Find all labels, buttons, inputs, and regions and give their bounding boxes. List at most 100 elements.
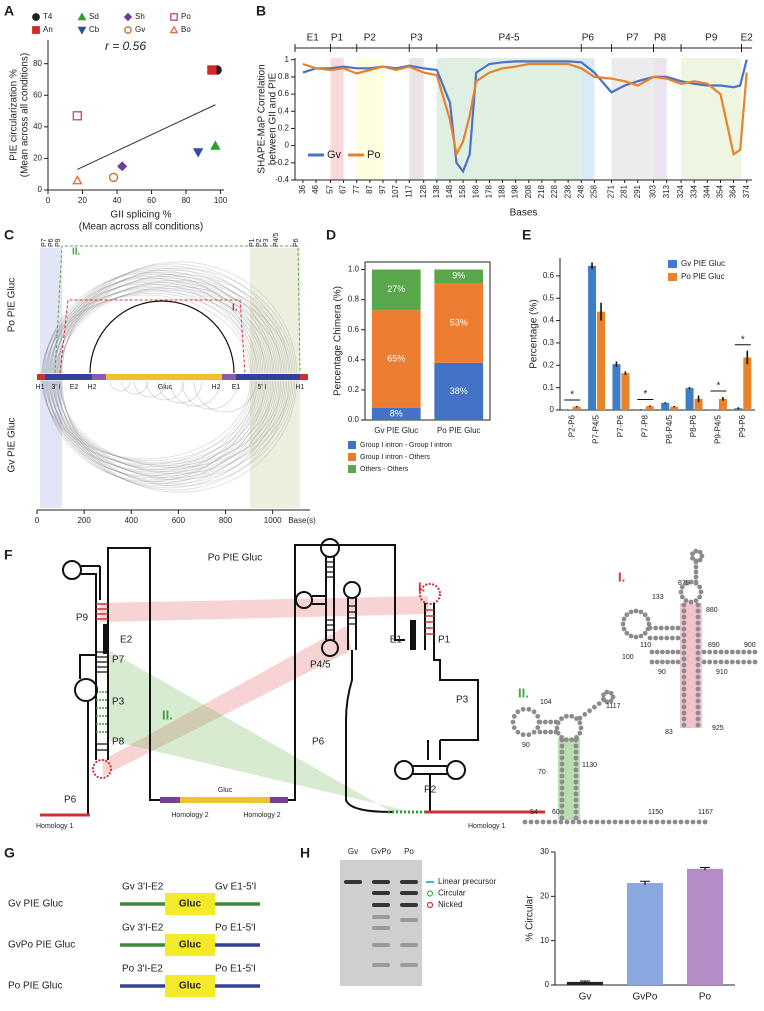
construct-title: Po PIE Gluc <box>208 553 262 564</box>
x-tick-label: Gv <box>579 992 592 1003</box>
position-label: 110 <box>640 642 651 649</box>
construct-segment <box>92 374 106 380</box>
position-label: 70 <box>538 769 546 776</box>
y-tick-label: -0.2 <box>275 158 289 167</box>
legend-marker <box>426 890 434 897</box>
y-axis-label: Percentage Chimera (%) <box>333 286 344 396</box>
arc <box>42 289 252 374</box>
arc <box>56 281 284 374</box>
arc <box>53 277 278 374</box>
bar <box>670 406 679 410</box>
stem <box>413 765 447 812</box>
segment-label: H2 <box>88 384 97 391</box>
legend-label: Nicked <box>438 900 462 909</box>
x-tick-label: 228 <box>550 184 559 198</box>
nucleotide <box>718 649 724 655</box>
arc <box>44 380 257 482</box>
nucleotide <box>618 819 624 825</box>
arc <box>59 380 291 468</box>
lane-label: GvPo <box>371 847 392 856</box>
nucleotide <box>681 692 687 698</box>
gel-band <box>372 891 390 895</box>
nucleotide <box>712 649 718 655</box>
arc <box>193 380 257 413</box>
x-tick-label: 800 <box>219 516 233 525</box>
gel-band <box>372 963 390 967</box>
nucleotide <box>554 725 560 731</box>
arc <box>47 380 264 479</box>
nucleotide <box>665 659 670 665</box>
x-tick-label: 600 <box>172 516 186 525</box>
panel-letter: A <box>4 3 14 19</box>
nucleotide <box>612 819 618 825</box>
nucleotide <box>675 635 681 641</box>
x-tick-label: 0 <box>35 516 40 525</box>
nucleotide <box>559 803 565 809</box>
nucleotide <box>653 625 658 631</box>
y-axis-label: SHAPE-MaP Correlation <box>257 64 268 173</box>
interaction-band <box>108 650 412 812</box>
nucleotide <box>573 797 579 803</box>
gel-band <box>400 963 418 967</box>
element-label: Gluc <box>218 787 233 794</box>
nucleotide <box>693 558 699 564</box>
strand <box>79 654 96 679</box>
x-tick-label: 208 <box>524 184 533 198</box>
x-tick-label: 324 <box>676 184 685 198</box>
bar-segment <box>371 269 421 311</box>
nucleotide <box>588 819 594 825</box>
nucleotide <box>563 737 569 743</box>
track-label: Gv PIE Gluc <box>7 417 18 472</box>
y-tick-label: 40 <box>33 122 42 131</box>
construct-segment <box>37 374 45 380</box>
element-label: Homology 2 <box>243 812 280 819</box>
nucleotide <box>510 719 516 725</box>
nucleotide <box>610 694 616 700</box>
nucleotide <box>695 674 701 680</box>
bar-segment <box>434 362 484 420</box>
x-tick-label: 100 <box>214 196 228 205</box>
x-tick-label: 40 <box>113 196 122 205</box>
nucleotide <box>559 809 565 815</box>
legend-marker <box>32 13 40 21</box>
y-tick-label: 60 <box>33 90 42 99</box>
insert-label: Gluc <box>179 981 202 992</box>
x-tick-label: 60 <box>147 196 156 205</box>
data-label: 9% <box>452 271 465 281</box>
nucleotide <box>665 649 670 655</box>
legend-label: T4 <box>43 12 53 21</box>
nucleotide <box>681 608 687 614</box>
nucleotide <box>528 819 534 825</box>
y-tick-label: 1.0 <box>348 265 360 274</box>
x-tick-label: P7-P8 <box>640 414 649 437</box>
region-label: P1 <box>331 33 344 44</box>
nucleotide <box>531 709 537 715</box>
region-shade <box>681 58 742 180</box>
nucleotide <box>645 616 651 622</box>
nucleotide <box>559 761 565 767</box>
nucleotide <box>542 719 548 725</box>
region-label: P7 <box>626 33 639 44</box>
nucleotide <box>670 625 675 631</box>
y-tick-label: 0.2 <box>348 385 360 394</box>
arc <box>61 380 297 493</box>
segment-label: 3' I <box>51 384 60 391</box>
nucleotide <box>695 650 701 656</box>
nucleotide <box>690 555 695 561</box>
legend-label: An <box>43 25 53 34</box>
e2-block <box>103 624 109 654</box>
legend-marker <box>77 12 87 21</box>
x-tick-label: 188 <box>498 184 507 198</box>
legend-label: Po <box>367 149 380 161</box>
inset-label: II. <box>518 685 529 700</box>
nucleotide <box>681 632 687 638</box>
nucleotide <box>678 819 684 825</box>
nucleotide <box>553 729 559 735</box>
y-axis-label: (Mean across all conditions) <box>20 53 31 178</box>
region-label: P4/5 <box>273 232 280 247</box>
nucleotide <box>559 773 565 779</box>
x-tick-label: P2-P6 <box>567 414 576 437</box>
data-label: 65% <box>387 353 405 363</box>
x-tick-label: 168 <box>471 184 480 198</box>
